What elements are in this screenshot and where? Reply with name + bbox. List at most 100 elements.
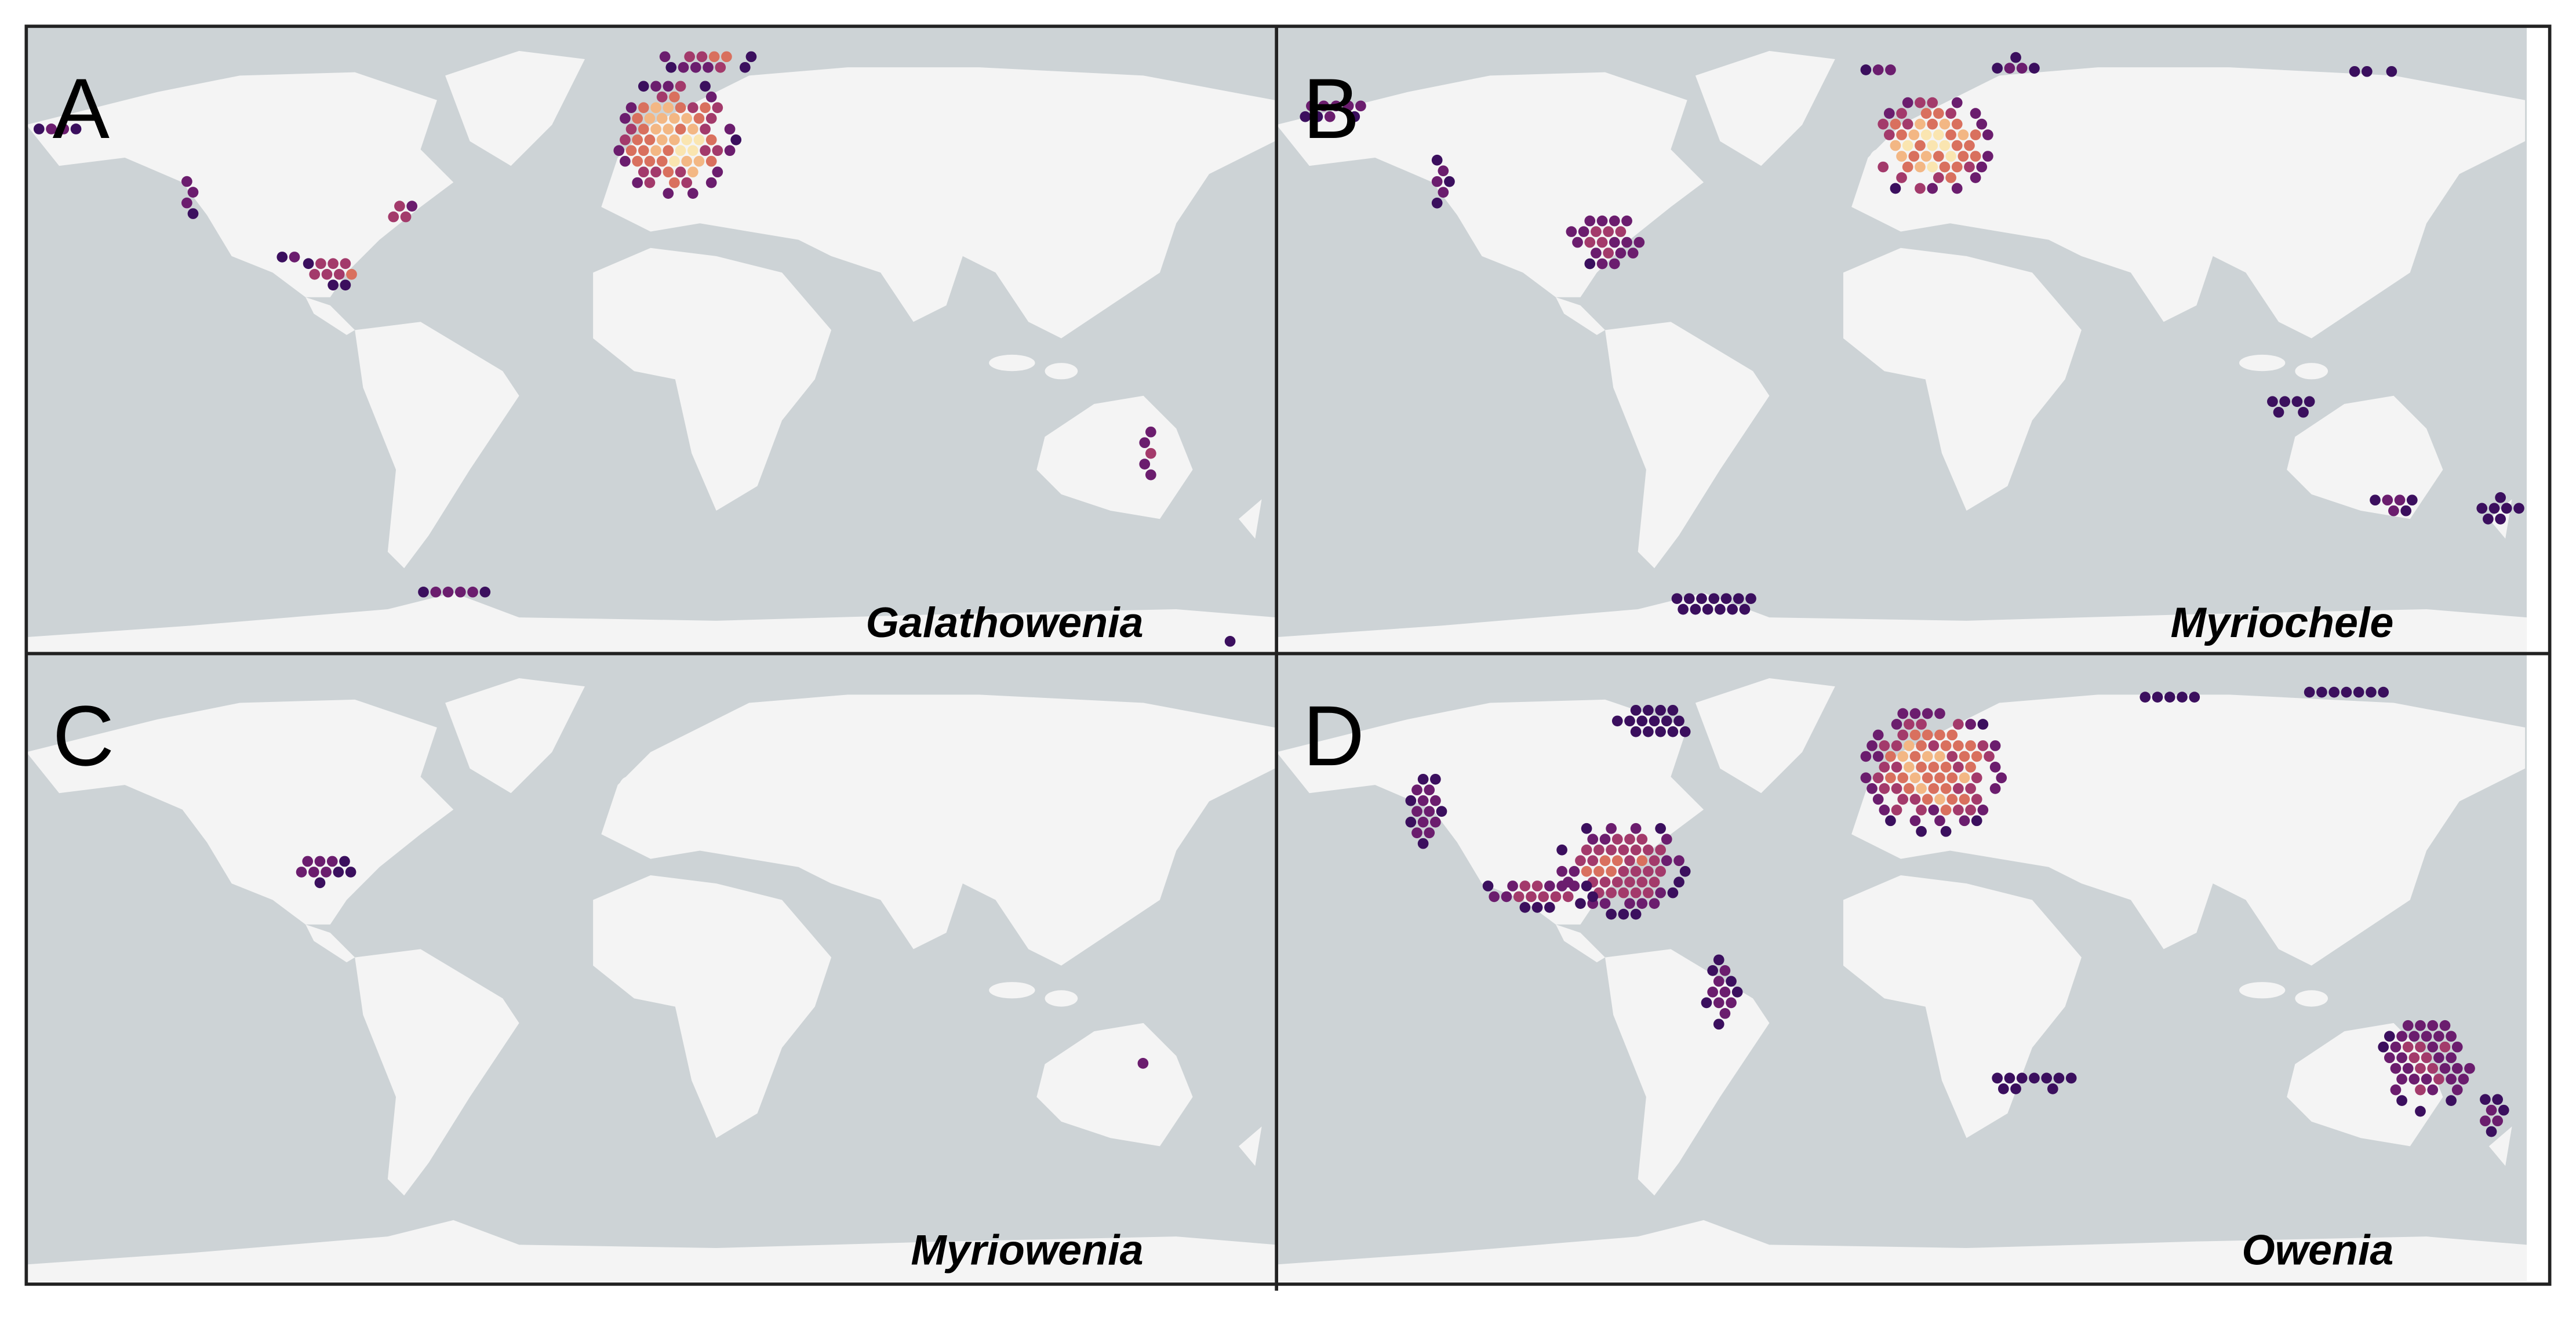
- occurrence-dot: [1860, 751, 1872, 762]
- occurrence-dot: [1971, 794, 1982, 805]
- occurrence-dot: [693, 112, 705, 124]
- occurrence-dot: [1989, 740, 2001, 751]
- occurrence-dot: [1879, 740, 1890, 751]
- occurrence-dot: [2279, 396, 2290, 408]
- occurrence-dot: [1928, 783, 1940, 794]
- occurrence-dot: [2480, 1094, 2491, 1105]
- occurrence-dot: [2010, 52, 2021, 63]
- occurrence-dot: [1538, 891, 1549, 903]
- occurrence-dot: [2513, 503, 2524, 514]
- occurrence-dot: [1581, 844, 1592, 856]
- occurrence-dot: [1599, 898, 1611, 909]
- occurrence-dot: [1965, 783, 1976, 794]
- occurrence-dot: [687, 145, 698, 157]
- occurrence-dot: [2415, 1084, 2426, 1096]
- occurrence-dot: [1624, 898, 1635, 909]
- occurrence-dot: [2041, 1072, 2053, 1084]
- occurrence-dot: [479, 586, 491, 598]
- occurrence-dot: [663, 166, 674, 178]
- occurrence-dot: [388, 211, 399, 223]
- occurrence-dots: [1405, 686, 2509, 1137]
- occurrence-dot: [1643, 704, 1654, 716]
- occurrence-dot: [1939, 118, 1951, 130]
- occurrence-dot: [2140, 692, 2151, 703]
- occurrence-dot: [1556, 865, 1567, 877]
- occurrence-dot: [1970, 172, 1981, 183]
- occurrence-dot: [1630, 726, 1642, 737]
- occurrence-dot: [1878, 161, 1889, 173]
- occurrence-dot: [2047, 1083, 2058, 1094]
- occurrence-dot: [1599, 834, 1611, 845]
- occurrence-dot: [724, 123, 736, 135]
- occurrence-dot: [1916, 783, 1927, 794]
- occurrence-dot: [1879, 804, 1890, 816]
- occurrence-dot: [669, 134, 680, 145]
- occurrence-dot: [1939, 161, 1951, 173]
- occurrence-dot: [1569, 865, 1580, 877]
- occurrence-dot: [1872, 794, 1884, 805]
- occurrence-dot: [1927, 140, 1938, 151]
- occurrence-dot: [1965, 740, 1976, 751]
- occurrence-dot: [1933, 172, 1944, 183]
- occurrence-dot: [1920, 108, 1932, 119]
- occurrence-dot: [1922, 751, 1933, 762]
- occurrence-dot: [1575, 898, 1586, 909]
- occurrence-dot: [1908, 151, 1920, 162]
- occurrence-dot: [1713, 1018, 1724, 1030]
- occurrence-dot: [669, 177, 680, 188]
- occurrence-dot: [2451, 1041, 2463, 1053]
- occurrence-dot: [1591, 226, 1602, 237]
- occurrence-dot: [2378, 686, 2389, 698]
- occurrence-dot: [181, 197, 192, 209]
- occurrence-dot: [1952, 762, 1964, 773]
- occurrence-dot: [302, 856, 314, 867]
- occurrence-dot: [1615, 248, 1627, 259]
- occurrence-dot: [687, 102, 698, 114]
- occurrence-dot: [1606, 844, 1617, 856]
- occurrence-dot: [681, 112, 693, 124]
- occurrence-dot: [1611, 834, 1623, 845]
- occurrence-dot: [2415, 1105, 2426, 1117]
- occurrence-dot: [705, 155, 717, 167]
- occurrence-dot: [656, 134, 668, 145]
- occurrence-dot: [1431, 154, 1443, 166]
- occurrence-dot: [675, 145, 686, 157]
- occurrence-dot: [656, 91, 668, 103]
- occurrence-dot: [2451, 1084, 2463, 1096]
- occurrence-dot: [1896, 151, 1907, 162]
- occurrence-dot: [1872, 772, 1884, 784]
- occurrence-dot: [690, 61, 701, 73]
- occurrence-dot: [2446, 1031, 2457, 1042]
- occurrence-dot: [1609, 215, 1620, 227]
- occurrence-dot: [1531, 902, 1543, 913]
- occurrence-dot: [1661, 715, 1672, 727]
- occurrence-dot: [430, 586, 442, 598]
- occurrence-dot: [2495, 513, 2506, 525]
- occurrence-dot: [1593, 865, 1604, 877]
- occurrence-dot: [1726, 976, 1737, 987]
- occurrence-dot: [1424, 784, 1435, 796]
- occurrence-dot: [1556, 881, 1567, 892]
- occurrence-dot: [1965, 762, 1976, 773]
- occurrence-dot: [2421, 1074, 2432, 1085]
- occurrence-dot: [1609, 258, 1620, 270]
- occurrence-dot: [2164, 692, 2175, 703]
- occurrence-dot: [1519, 902, 1531, 913]
- occurrence-dot: [1883, 129, 1895, 140]
- occurrence-dot: [1977, 719, 1989, 730]
- occurrence-dot: [1909, 794, 1921, 805]
- occurrence-dot: [1593, 844, 1604, 856]
- occurrence-dot: [315, 258, 326, 270]
- occurrence-dot: [1733, 593, 1744, 605]
- occurrence-dot: [1927, 118, 1938, 130]
- occurrence-dot: [687, 188, 698, 199]
- occurrence-dot: [1139, 437, 1151, 449]
- occurrence-dot: [1581, 823, 1592, 834]
- occurrence-dot: [650, 102, 661, 114]
- occurrence-dot: [1330, 100, 1342, 112]
- occurrence-dot: [1544, 902, 1555, 913]
- occurrence-dot: [1970, 129, 1981, 140]
- occurrence-dot: [400, 211, 412, 223]
- occurrence-dot: [1920, 151, 1932, 162]
- occurrence-dot: [1569, 881, 1580, 892]
